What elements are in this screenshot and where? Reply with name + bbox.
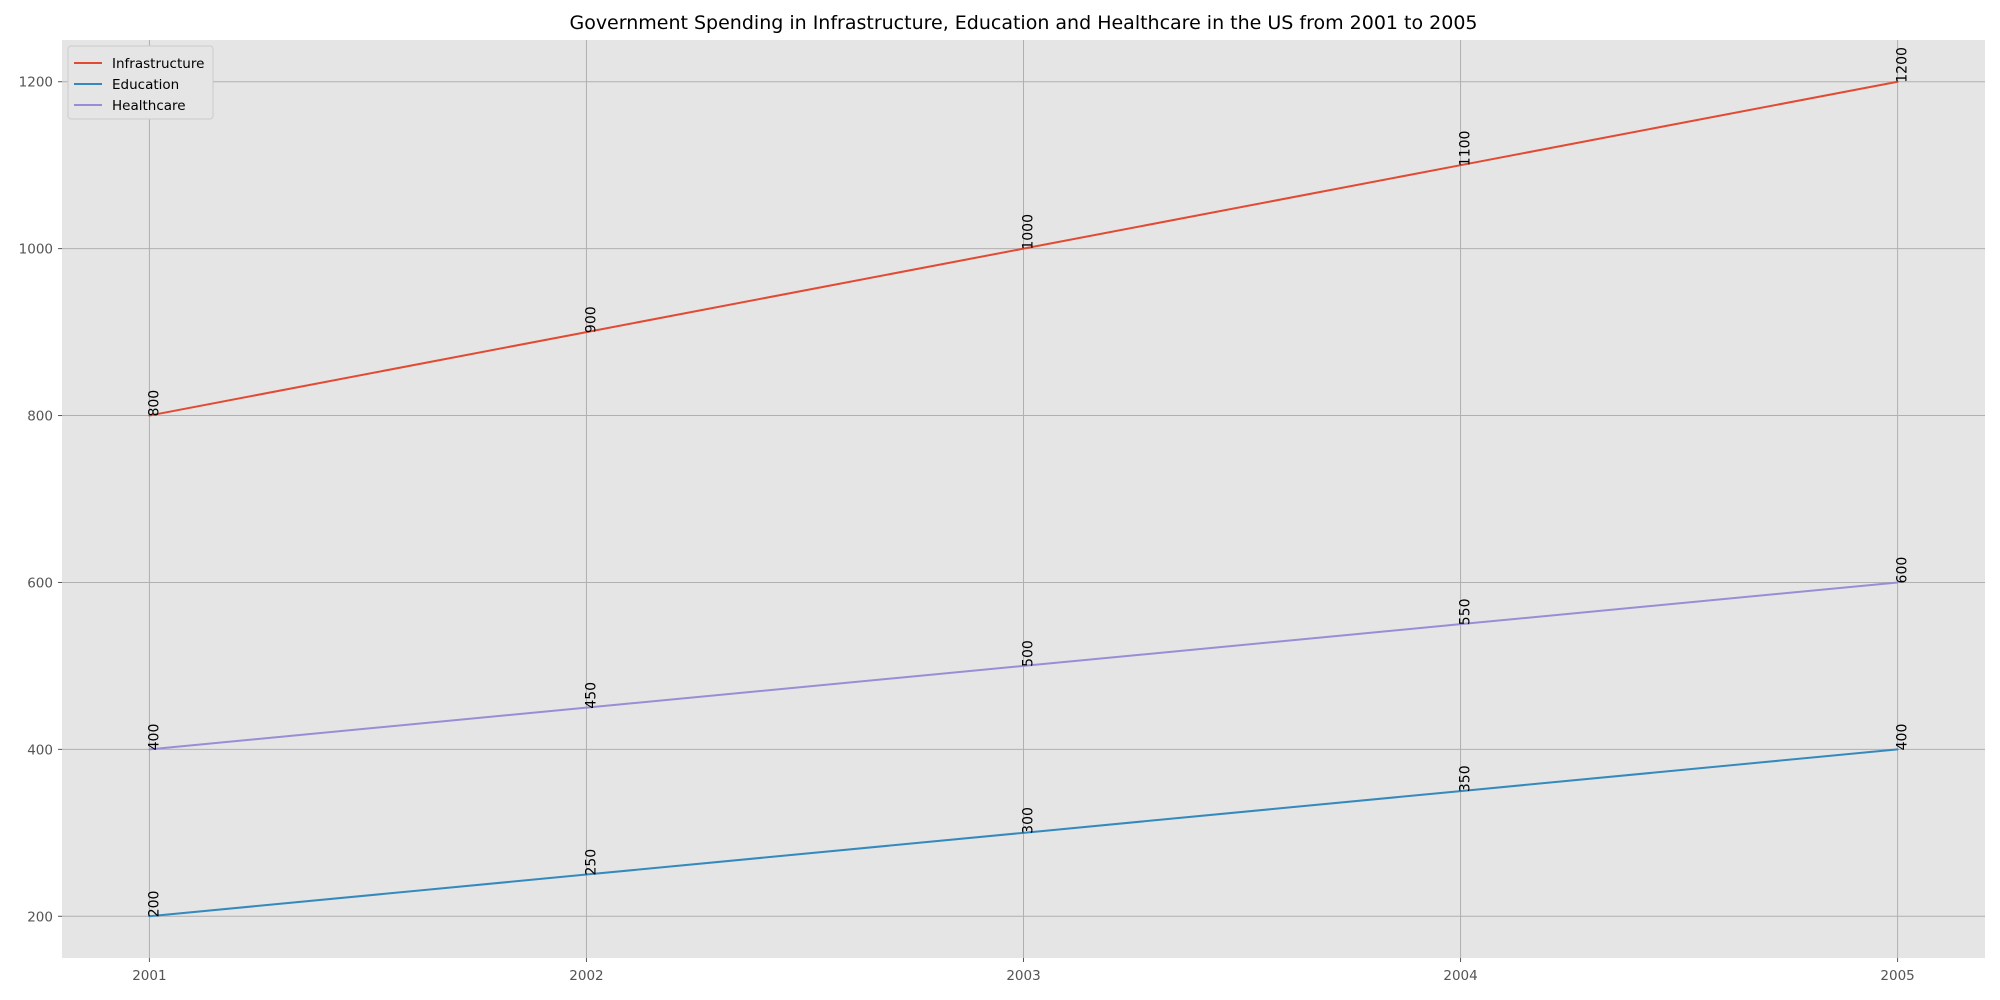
data-label-education: 200 [146,891,162,918]
data-label-education: 300 [1021,807,1037,834]
series-line-infrastructure [148,80,1899,417]
axis-layer: 2001 2002 2003 2004 2005 200 400 600 800 1000 1200 [19,75,1915,984]
data-label-education: 350 [1458,765,1474,792]
data-label-education: 250 [583,849,599,876]
series-line-education [148,748,1899,918]
y-tick-label: 400 [27,742,53,758]
y-tick-label: 1000 [19,242,53,258]
data-label-infrastructure: 1100 [1458,131,1474,167]
y-tick-label: 600 [27,575,53,591]
legend-label-infrastructure: Infrastructure [112,56,204,72]
data-label-healthcare: 600 [1895,557,1911,584]
y-tick-label: 800 [27,409,53,425]
x-tick-label: 2004 [1443,968,1477,984]
y-tick-label: 200 [27,909,53,925]
data-label-healthcare: 550 [1458,598,1474,625]
data-label-healthcare: 400 [146,724,162,751]
x-tick-label: 2001 [132,968,166,984]
data-label-layer: 800 900 1000 1100 1200 200 250 300 350 400 400 450 5… [146,47,1910,917]
x-tick-label: 2005 [1880,968,1914,984]
legend-label-education: Education [112,77,179,93]
legend: Infrastructure Education Healthcare [67,45,214,120]
data-label-infrastructure: 800 [146,390,162,417]
x-tick-label: 2002 [569,968,603,984]
chart-title: Government Spending in Infrastructure, E… [569,12,1477,34]
data-label-education: 400 [1895,724,1911,751]
data-label-infrastructure: 1000 [1021,214,1037,250]
y-tick-label: 1200 [19,75,53,91]
legend-label-healthcare: Healthcare [112,98,186,114]
data-label-infrastructure: 1200 [1895,47,1911,83]
series-layer [148,80,1899,918]
legend-box [67,45,214,120]
x-tick-label: 2003 [1006,968,1040,984]
series-line-healthcare [148,581,1899,751]
data-label-infrastructure: 900 [583,306,599,333]
data-label-healthcare: 450 [583,682,599,709]
data-label-healthcare: 500 [1021,640,1037,667]
